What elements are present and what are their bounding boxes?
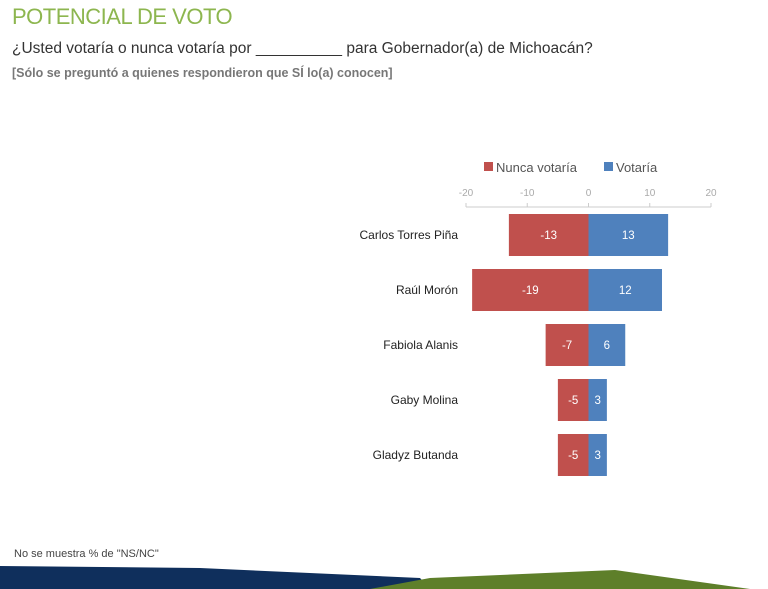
tick-label: 20: [705, 188, 717, 199]
bar: [557, 434, 589, 476]
bar: [588, 434, 607, 476]
bar: [545, 324, 589, 366]
data-label: -13: [540, 230, 557, 242]
legend-swatch: [484, 162, 493, 171]
tick-label: -20: [459, 188, 474, 199]
bar: [508, 214, 589, 256]
survey-question: ¿Usted votaría o nunca votaría por _____…: [12, 40, 593, 57]
data-label: 3: [594, 395, 600, 407]
data-label: 13: [622, 230, 635, 242]
footer-decoration: [0, 566, 750, 589]
survey-note: [Sólo se preguntó a quienes respondieron…: [12, 66, 393, 80]
bar: [588, 269, 662, 311]
legend-swatch: [604, 162, 613, 171]
data-label: -5: [568, 450, 578, 462]
data-label: 12: [619, 285, 632, 297]
footer-blue-band: [0, 566, 430, 589]
tick-label: 0: [586, 188, 592, 199]
legend-label: Votaría: [616, 160, 658, 175]
data-label: -7: [562, 340, 572, 352]
footnote: No se muestra % de "NS/NC": [14, 548, 159, 560]
category-label: Fabiola Alanis: [383, 338, 458, 352]
bar: [588, 324, 626, 366]
category-label: Gaby Molina: [391, 393, 459, 407]
legend: Nunca votaría Votaría: [484, 160, 658, 175]
bar: [472, 269, 589, 311]
category-label: Gladyz Butanda: [373, 448, 459, 462]
legend-label: Nunca votaría: [496, 160, 578, 175]
bar: [588, 379, 607, 421]
data-label: 6: [604, 340, 610, 352]
bars: Carlos Torres Piña -13 13 Raúl Morón -19 12 Fa…: [360, 214, 669, 476]
bar: [588, 214, 669, 256]
footer-green-band: [370, 570, 750, 589]
data-label: -19: [522, 285, 539, 297]
tick-label: 10: [644, 188, 656, 199]
category-label: Raúl Morón: [396, 283, 458, 297]
data-label: 3: [594, 450, 600, 462]
tick-label: -10: [520, 188, 535, 199]
page-title: POTENCIAL DE VOTO: [12, 4, 233, 29]
data-label: -5: [568, 395, 578, 407]
category-label: Carlos Torres Piña: [360, 228, 459, 242]
x-axis: -20 -10 0 10 20: [459, 188, 717, 208]
bar: [557, 379, 589, 421]
